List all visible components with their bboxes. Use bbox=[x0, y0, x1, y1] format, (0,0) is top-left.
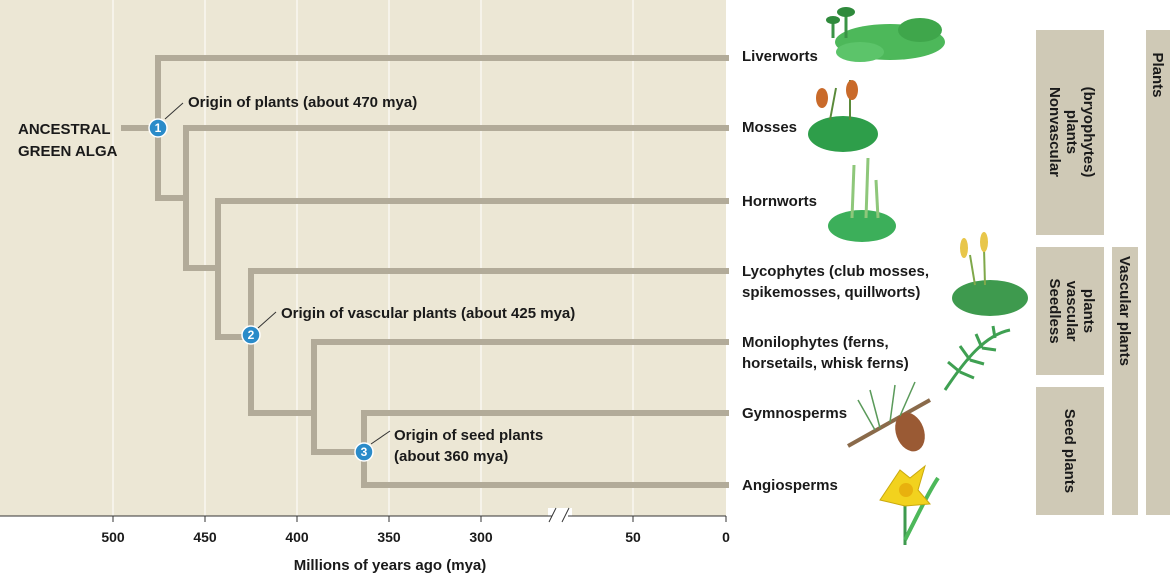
event-marker bbox=[148, 118, 168, 138]
event-marker bbox=[354, 442, 374, 462]
svg-text:Seed plants: Seed plants bbox=[1061, 409, 1078, 493]
event-marker bbox=[241, 325, 261, 345]
lycophyte-illustration bbox=[952, 232, 1028, 316]
taxon-lycophytes: spikemosses, quillworts) bbox=[742, 284, 920, 301]
group-label-nonvascular: Nonvascular plants (bryophytes) bbox=[1046, 87, 1097, 178]
group-label-seed: Seed plants bbox=[1061, 409, 1078, 493]
x-axis bbox=[0, 507, 727, 523]
taxon-labels: Liverworts Mosses Hornworts Lycophytes (… bbox=[742, 48, 929, 494]
event-number: 3 bbox=[361, 445, 368, 459]
svg-text:Seedless: Seedless bbox=[1046, 278, 1063, 343]
angiosperm-illustration bbox=[879, 464, 940, 545]
event-2: 2 Origin of vascular plants (about 425 m… bbox=[241, 305, 575, 345]
svg-text:plants: plants bbox=[1063, 110, 1080, 154]
svg-text:vascular: vascular bbox=[1063, 281, 1080, 342]
x-axis-title: Millions of years ago (mya) bbox=[294, 557, 487, 574]
event-1: 1 Origin of plants (about 470 mya) bbox=[148, 94, 417, 138]
svg-text:Vascular plants: Vascular plants bbox=[1116, 256, 1133, 366]
group-vascular bbox=[1112, 247, 1138, 515]
event-number: 2 bbox=[248, 328, 255, 342]
event-label: Origin of plants (about 470 mya) bbox=[188, 94, 417, 111]
hornwort-illustration bbox=[828, 157, 896, 242]
taxon-hornworts: Hornworts bbox=[742, 193, 817, 210]
gridlines bbox=[112, 0, 634, 516]
group-boxes bbox=[1036, 30, 1170, 515]
tick-label: 450 bbox=[193, 529, 217, 545]
tick-label: 400 bbox=[285, 529, 309, 545]
group-plants bbox=[1146, 30, 1170, 515]
tick-label: 50 bbox=[625, 529, 641, 545]
root-label: ANCESTRAL bbox=[18, 121, 111, 138]
event-label: Origin of seed plants bbox=[394, 427, 543, 444]
svg-text:Nonvascular: Nonvascular bbox=[1046, 87, 1063, 177]
svg-text:plants: plants bbox=[1080, 289, 1097, 333]
taxon-liverworts: Liverworts bbox=[742, 48, 818, 65]
group-label-plants: Plants bbox=[1149, 52, 1166, 97]
tick-label: 0 bbox=[722, 529, 730, 545]
taxon-monilophytes: Monilophytes (ferns, bbox=[742, 334, 889, 351]
moss-illustration bbox=[808, 80, 878, 152]
tick-label: 500 bbox=[101, 529, 125, 545]
tick-label: 350 bbox=[377, 529, 401, 545]
gymnosperm-illustration bbox=[847, 381, 931, 452]
group-label-seedless: Seedless vascular plants bbox=[1046, 278, 1097, 343]
svg-text:Plants: Plants bbox=[1149, 52, 1166, 97]
taxon-lycophytes: Lycophytes (club mosses, bbox=[742, 263, 929, 280]
root-label: GREEN ALGA bbox=[18, 143, 118, 160]
fern-illustration bbox=[943, 325, 1011, 391]
event-3: 3 Origin of seed plants (about 360 mya) bbox=[354, 427, 543, 465]
liverwort-illustration bbox=[826, 7, 945, 62]
group-nonvascular bbox=[1036, 30, 1104, 235]
group-seed bbox=[1036, 387, 1104, 515]
event-number: 1 bbox=[155, 121, 162, 135]
svg-text:(bryophytes): (bryophytes) bbox=[1080, 87, 1097, 178]
event-label: Origin of vascular plants (about 425 mya… bbox=[281, 305, 575, 322]
tick-labels: 500 450 400 350 300 50 0 bbox=[101, 529, 730, 545]
group-label-vascular: Vascular plants bbox=[1116, 256, 1133, 366]
taxon-mosses: Mosses bbox=[742, 119, 797, 136]
event-label: (about 360 mya) bbox=[394, 448, 508, 465]
taxon-gymnosperms: Gymnosperms bbox=[742, 405, 847, 422]
tick-label: 300 bbox=[469, 529, 493, 545]
taxon-angiosperms: Angiosperms bbox=[742, 477, 838, 494]
taxon-monilophytes: horsetails, whisk ferns) bbox=[742, 355, 909, 372]
group-seedless bbox=[1036, 247, 1104, 375]
